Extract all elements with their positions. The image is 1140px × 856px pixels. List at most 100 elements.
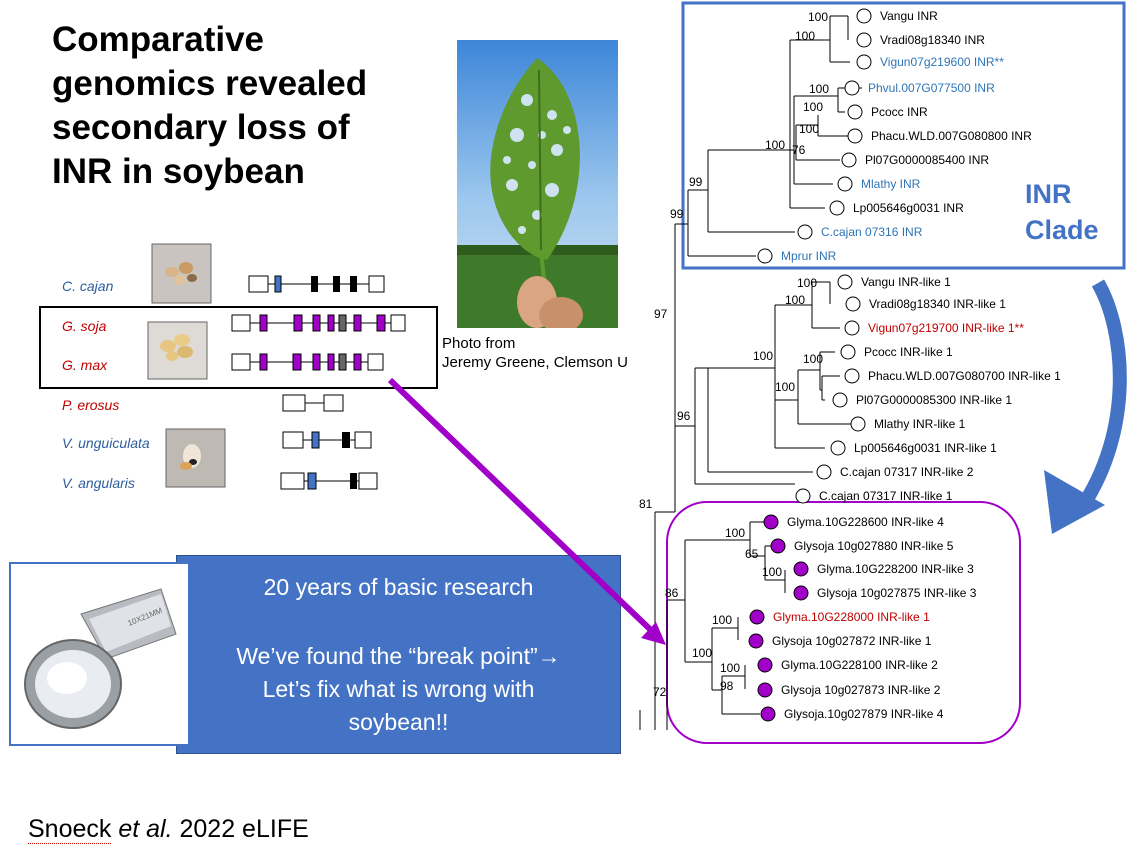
support-value: 100 — [808, 10, 828, 24]
gene-model-v-angularis — [280, 472, 378, 490]
credit-line: Photo from — [442, 335, 516, 352]
leaf-marker-open — [844, 80, 860, 96]
leaf-marker-filled — [770, 538, 786, 554]
leaf-marker-open — [795, 488, 811, 504]
support-value: 100 — [809, 82, 829, 96]
callout-line: soybean!! — [348, 709, 449, 735]
gene-model-v-unguiculata — [282, 431, 372, 449]
leaf-photo — [457, 40, 618, 328]
leaf-label: Lp005646g0031 INR — [853, 201, 964, 215]
leaf-label: Mlathy INR-like 1 — [874, 417, 966, 431]
leaf-label: Pcocc INR — [871, 105, 928, 119]
support-value: 65 — [745, 547, 759, 561]
leaf-marker-open — [757, 248, 773, 264]
support-value: 100 — [725, 526, 745, 540]
leaf-label: Pcocc INR-like 1 — [864, 345, 953, 359]
leaf-marker-open — [797, 224, 813, 240]
species-label: C. cajan — [62, 278, 114, 294]
leaf-marker-filled — [757, 657, 773, 673]
soybean-group-box — [39, 306, 438, 389]
callout-box: 20 years of basic research We’ve found t… — [176, 555, 621, 754]
leaf-marker-filled — [749, 609, 765, 625]
leaf-label: Vigun07g219600 INR** — [880, 55, 1004, 69]
leaf-label: Glyma.10G228200 INR-like 3 — [817, 562, 974, 576]
gene-model-p-erosus — [282, 394, 344, 412]
leaf-label: Glyma.10G228600 INR-like 4 — [787, 515, 944, 529]
support-value: 100 — [762, 565, 782, 579]
support-value: 86 — [665, 586, 679, 600]
leaf-marker-filled — [748, 633, 764, 649]
title-line: genomics revealed — [52, 64, 368, 103]
leaf-label: Glyma.10G228100 INR-like 2 — [781, 658, 938, 672]
seed-thumbnail — [151, 243, 212, 304]
leaf-marker-open — [832, 392, 848, 408]
seed-thumbnail — [147, 321, 208, 380]
leaf-label: Vradi08g18340 INR-like 1 — [869, 297, 1006, 311]
tree-branches — [639, 15, 862, 730]
leaf-marker-open — [847, 128, 863, 144]
gene-model-g-soja — [231, 314, 406, 332]
clade-label-line: Clade — [1025, 215, 1099, 245]
inr-clade-label: INR Clade — [1025, 176, 1099, 248]
leaf-marker-open — [845, 296, 861, 312]
gene-model-g-max — [231, 353, 384, 371]
pointer-arrow-line — [387, 377, 658, 637]
callout-line: We’ve found the “break point”→ — [236, 643, 561, 669]
species-label: P. erosus — [62, 397, 120, 413]
support-value: 100 — [720, 661, 740, 675]
leaf-marker-open — [856, 32, 872, 48]
species-label: V. angularis — [62, 475, 135, 491]
credit-line: Jeremy Greene, Clemson U — [442, 354, 628, 371]
leaf-marker-open — [856, 8, 872, 24]
callout-line: 20 years of basic research — [263, 574, 534, 600]
pointer-arrow-head — [641, 622, 666, 645]
support-value: 100 — [797, 276, 817, 290]
leaf-label: Glyma.10G228000 INR-like 1 — [773, 610, 930, 624]
leaf-marker-open — [841, 152, 857, 168]
citation-author: Snoeck — [28, 815, 112, 844]
title-line: Comparative — [52, 20, 265, 59]
title-line: INR in soybean — [52, 152, 305, 191]
support-value: 100 — [765, 138, 785, 152]
support-value: 97 — [654, 307, 668, 321]
photo-credit: Photo from Jeremy Greene, Clemson U — [442, 334, 628, 372]
leaf-marker-open — [837, 176, 853, 192]
support-value: 76 — [792, 143, 806, 157]
slide-title: Comparative genomics revealed secondary … — [52, 18, 432, 194]
support-value: 100 — [799, 122, 819, 136]
leaf-label: Vradi08g18340 INR — [880, 33, 985, 47]
support-value: 100 — [803, 100, 823, 114]
support-value: 96 — [677, 409, 691, 423]
leaf-marker-open — [830, 440, 846, 456]
species-label: V. unguiculata — [62, 435, 150, 451]
leaf-label: Vangu INR-like 1 — [861, 275, 951, 289]
leaf-label: Glysoja.10g027879 INR-like 4 — [784, 707, 944, 721]
leaf-label: Glysoja 10g027872 INR-like 1 — [772, 634, 932, 648]
leaf-marker-open — [840, 344, 856, 360]
leaf-label: Glysoja 10g027880 INR-like 5 — [794, 539, 954, 553]
tree-leaves: Vangu INR Vradi08g18340 INR Vigun07g219600… — [748, 8, 1061, 722]
callout-line: Let’s fix what is wrong with — [262, 676, 535, 702]
leaf-marker-filled — [793, 585, 809, 601]
leaf-label: Pl07G0000085300 INR-like 1 — [856, 393, 1012, 407]
support-value: 100 — [692, 646, 712, 660]
inr-clade-box — [681, 1, 1126, 270]
leaf-label: Phacu.WLD.007G080800 INR — [871, 129, 1032, 143]
support-value: 72 — [653, 685, 667, 699]
support-value: 100 — [775, 380, 795, 394]
support-value: 100 — [795, 29, 815, 43]
magnifier-image: 10X21MM — [9, 562, 190, 746]
leaf-label: Pl07G0000085400 INR — [865, 153, 989, 167]
clade-curved-arrow — [1074, 279, 1127, 514]
leaf-marker-filled — [760, 706, 776, 722]
leaf-marker-filled — [757, 682, 773, 698]
leaf-label: Phacu.WLD.007G080700 INR-like 1 — [868, 369, 1061, 383]
leaf-label: Glysoja 10g027875 INR-like 3 — [817, 586, 977, 600]
leaf-marker-open — [856, 54, 872, 70]
support-value: 81 — [639, 497, 653, 511]
support-value: 100 — [803, 352, 823, 366]
gene-structure-panel — [39, 243, 438, 490]
support-value: 100 — [712, 613, 732, 627]
leaf-marker-filled — [763, 514, 779, 530]
leaf-marker-open — [844, 320, 860, 336]
